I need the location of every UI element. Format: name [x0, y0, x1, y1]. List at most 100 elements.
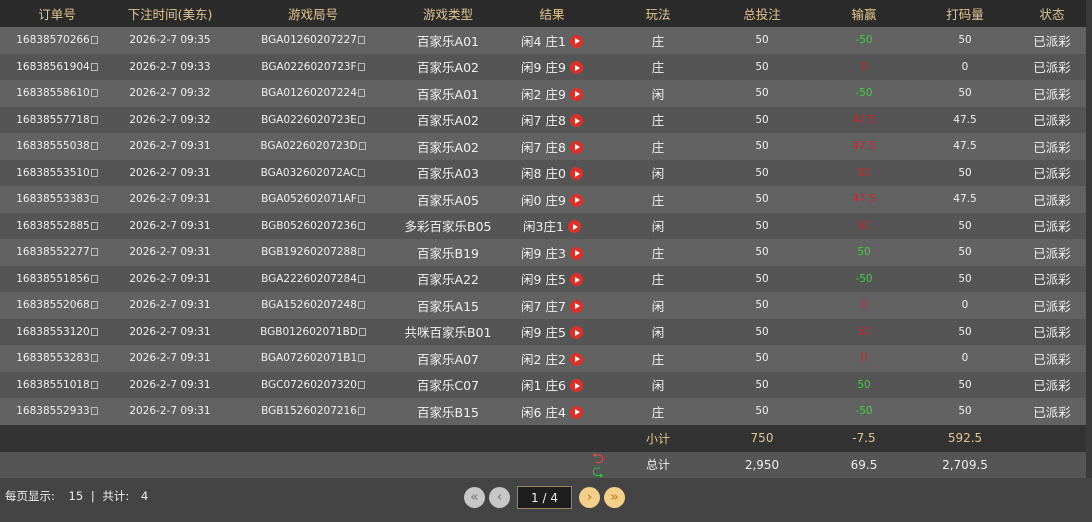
copy-icon[interactable]	[90, 89, 98, 98]
result: 闲2 庄2	[521, 351, 566, 367]
copy-icon[interactable]	[90, 274, 98, 283]
total-bet: 2,950	[708, 451, 816, 478]
play-replay-icon[interactable]	[569, 193, 583, 207]
play-replay-icon[interactable]	[569, 379, 583, 393]
table-row: 16838552277 2026-2-7 09:31 BGB19260207288 百…	[0, 239, 1086, 266]
copy-icon[interactable]	[90, 221, 98, 230]
table-row: 16838561904 2026-2-7 09:33 BGA0226020723F 百…	[0, 53, 1086, 80]
col-turnover: 打码量	[912, 0, 1018, 27]
round-id: BGB19260207288	[261, 246, 357, 259]
page-indicator[interactable]: 1 / 4	[517, 486, 572, 509]
bet-records-table: 订单号 下注时间(美东) 游戏局号 游戏类型 结果 玩法 总投注 输赢 打码量 …	[0, 0, 1086, 478]
game-type: 百家乐C07	[400, 371, 496, 398]
turnover: 50	[912, 318, 1018, 345]
bet-time: 2026-2-7 09:31	[114, 398, 226, 425]
col-status: 状态	[1018, 0, 1086, 27]
first-page-button[interactable]: «	[464, 487, 485, 508]
win-loss: 50	[816, 318, 912, 345]
play-type: 闲	[608, 80, 708, 107]
table-row: 16838552933 2026-2-7 09:31 BGB15260207216 百…	[0, 398, 1086, 425]
play-replay-icon[interactable]	[569, 34, 583, 48]
play-replay-icon[interactable]	[569, 140, 583, 154]
copy-icon[interactable]	[90, 142, 98, 151]
play-type: 闲	[608, 371, 708, 398]
win-loss: 47.5	[816, 133, 912, 160]
win-loss: 0	[816, 345, 912, 372]
copy-icon[interactable]	[358, 168, 366, 177]
copy-icon[interactable]	[90, 168, 98, 177]
copy-icon[interactable]	[90, 248, 98, 257]
play-replay-icon[interactable]	[569, 273, 583, 287]
copy-icon[interactable]	[90, 407, 98, 416]
copy-icon[interactable]	[358, 354, 366, 363]
status: 已派彩	[1018, 106, 1086, 133]
col-round: 游戏局号	[226, 0, 400, 27]
play-replay-icon[interactable]	[569, 246, 583, 260]
copy-icon[interactable]	[90, 327, 98, 336]
total-label: 总计	[608, 451, 708, 478]
copy-icon[interactable]	[357, 115, 365, 124]
play-replay-icon[interactable]	[569, 352, 583, 366]
order-id: 16838552933	[16, 405, 90, 418]
bet-amount: 50	[708, 133, 816, 160]
status: 已派彩	[1018, 292, 1086, 319]
result: 闲3庄1	[523, 219, 564, 235]
copy-icon[interactable]	[90, 195, 98, 204]
copy-icon[interactable]	[357, 407, 365, 416]
bet-time: 2026-2-7 09:31	[114, 345, 226, 372]
play-replay-icon[interactable]	[569, 326, 583, 340]
round-id: BGB15260207216	[261, 405, 357, 418]
prev-page-button[interactable]: ‹	[489, 487, 510, 508]
order-id: 16838553120	[16, 325, 90, 338]
table-row: 16838551856 2026-2-7 09:31 BGA22260207284 百…	[0, 265, 1086, 292]
refresh-icon[interactable]: ⮌ ⮎	[591, 448, 604, 480]
bet-amount: 50	[708, 27, 816, 54]
next-page-button[interactable]: ›	[579, 487, 600, 508]
copy-icon[interactable]	[90, 115, 98, 124]
copy-icon[interactable]	[357, 380, 365, 389]
copy-icon[interactable]	[90, 62, 98, 71]
table-header: 订单号 下注时间(美东) 游戏局号 游戏类型 结果 玩法 总投注 输赢 打码量 …	[0, 0, 1086, 27]
copy-icon[interactable]	[90, 354, 98, 363]
copy-icon[interactable]	[358, 327, 366, 336]
bet-amount: 50	[708, 212, 816, 239]
copy-icon[interactable]	[90, 301, 98, 310]
result: 闲9 庄5	[521, 272, 566, 288]
win-loss: 50	[816, 371, 912, 398]
play-replay-icon[interactable]	[569, 87, 583, 101]
status: 已派彩	[1018, 318, 1086, 345]
play-replay-icon[interactable]	[569, 167, 583, 181]
scrollbar[interactable]	[1086, 0, 1092, 478]
bet-amount: 50	[708, 239, 816, 266]
copy-icon[interactable]	[357, 274, 365, 283]
play-replay-icon[interactable]	[567, 220, 581, 234]
game-type: 百家乐A01	[400, 27, 496, 54]
copy-icon[interactable]	[357, 62, 365, 71]
game-type: 百家乐A02	[400, 106, 496, 133]
total-pages-value: 4	[140, 489, 149, 503]
copy-icon[interactable]	[357, 301, 365, 310]
status: 已派彩	[1018, 133, 1086, 160]
copy-icon[interactable]	[90, 36, 98, 45]
last-page-button[interactable]: »	[604, 487, 625, 508]
order-id: 16838553510	[16, 166, 90, 179]
col-order: 订单号	[0, 0, 114, 27]
copy-icon[interactable]	[358, 142, 366, 151]
result: 闲9 庄9	[521, 60, 566, 76]
play-replay-icon[interactable]	[569, 61, 583, 75]
bet-time: 2026-2-7 09:35	[114, 27, 226, 54]
copy-icon[interactable]	[357, 36, 365, 45]
play-replay-icon[interactable]	[569, 114, 583, 128]
status: 已派彩	[1018, 186, 1086, 213]
copy-icon[interactable]	[90, 380, 98, 389]
copy-icon[interactable]	[357, 221, 365, 230]
play-replay-icon[interactable]	[569, 405, 583, 419]
copy-icon[interactable]	[357, 195, 365, 204]
game-type: 百家乐B15	[400, 398, 496, 425]
round-id: BGA072602071B1	[260, 352, 358, 365]
result: 闲1 庄6	[521, 378, 566, 394]
copy-icon[interactable]	[357, 248, 365, 257]
play-replay-icon[interactable]	[569, 299, 583, 313]
round-id: BGA0226020723E	[261, 113, 357, 126]
copy-icon[interactable]	[357, 89, 365, 98]
